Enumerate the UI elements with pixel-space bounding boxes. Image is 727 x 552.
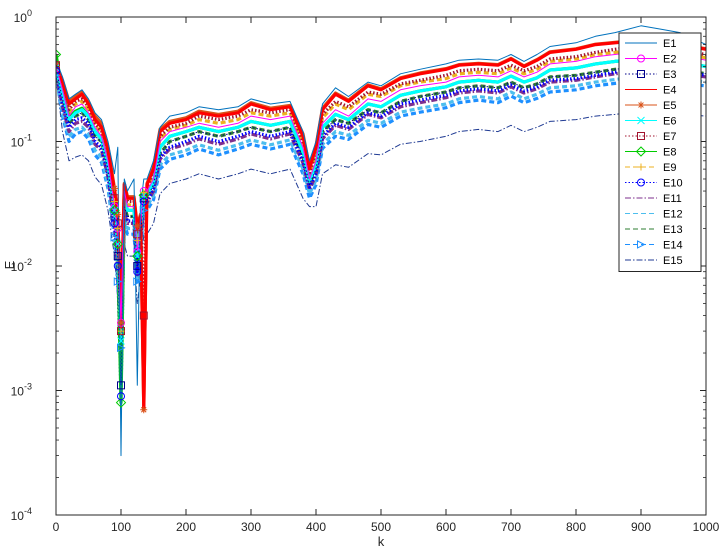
x-tick-label: 0 xyxy=(53,520,60,534)
series-line-e14 xyxy=(56,75,706,350)
marker-e6 xyxy=(117,337,125,345)
x-tick-label: 500 xyxy=(371,520,391,534)
marker-e3 xyxy=(113,252,122,261)
marker-e14 xyxy=(117,343,126,353)
x-tick-label: 200 xyxy=(176,520,196,534)
series-line-e9 xyxy=(56,47,706,333)
y-tick-label: 10-2 xyxy=(11,257,32,274)
marker-e5 xyxy=(117,319,125,327)
legend-marker-e10 xyxy=(637,178,645,187)
marker-e8 xyxy=(56,49,62,60)
marker-e2 xyxy=(133,247,142,256)
legend-entry-e1: E1 xyxy=(663,38,676,50)
legend-marker-e3 xyxy=(637,70,645,78)
legend-entry-e4: E4 xyxy=(663,85,676,97)
marker-e3 xyxy=(133,262,142,270)
marker-e10 xyxy=(56,66,60,75)
marker-e10 xyxy=(117,392,125,401)
legend-entry-e6: E6 xyxy=(663,116,676,128)
marker-e8 xyxy=(138,190,149,201)
legend-marker-e9 xyxy=(637,163,645,171)
marker-e6 xyxy=(56,64,60,72)
x-tick-label: 800 xyxy=(566,520,586,534)
legend-entry-e9: E9 xyxy=(663,162,676,174)
y-tick-label: 10-3 xyxy=(11,382,32,399)
legend-entry-e10: E10 xyxy=(663,178,683,190)
y-axis-label: E xyxy=(2,260,17,269)
marker-e3 xyxy=(117,381,125,390)
marker-e14 xyxy=(139,206,149,215)
series-line-e1 xyxy=(56,25,706,457)
marker-e10 xyxy=(110,219,119,228)
legend-entry-e3: E3 xyxy=(663,69,676,81)
legend-marker-e5 xyxy=(637,101,645,109)
marker-e5 xyxy=(114,210,122,218)
legend-marker-e2 xyxy=(637,54,645,63)
marker-e10 xyxy=(113,262,122,270)
legend-entry-e7: E7 xyxy=(663,131,676,143)
legend: E1 E2 E3 E4 E5 E6 E7 E8 E9 E10 E11 E12 E13 E14 E15 xyxy=(618,32,702,272)
legend-entry-e2: E2 xyxy=(663,54,676,66)
series-line-e2 xyxy=(56,50,706,324)
marker-e7 xyxy=(56,61,60,70)
x-tick-label: 900 xyxy=(631,520,651,534)
x-tick-label: 700 xyxy=(501,520,521,534)
legend-box xyxy=(618,32,702,272)
legend-marker-e7 xyxy=(637,132,645,140)
marker-e8 xyxy=(109,205,120,216)
series-line-e6 xyxy=(56,57,706,343)
marker-e5 xyxy=(133,222,141,230)
y-tick-label: 10-1 xyxy=(11,133,32,150)
marker-e5 xyxy=(111,184,118,192)
series-line-e15 xyxy=(56,76,706,370)
marker-e14 xyxy=(133,277,142,286)
legend-entry-e12: E12 xyxy=(663,209,683,221)
y-tick-label: 10-4 xyxy=(11,506,32,523)
marker-e5 xyxy=(140,406,148,414)
marker-e14 xyxy=(113,277,123,286)
x-tick-label: 100 xyxy=(111,520,131,534)
legend-entry-e15: E15 xyxy=(663,255,683,267)
legend-entry-e8: E8 xyxy=(663,147,676,159)
x-axis-label: k xyxy=(378,534,385,549)
marker-e9 xyxy=(140,188,148,196)
series-line-e4 xyxy=(56,38,706,412)
legend-entry-e5: E5 xyxy=(663,100,676,112)
x-tick-label: 400 xyxy=(306,520,326,534)
marker-e8 xyxy=(115,397,127,408)
marker-e8 xyxy=(132,250,143,262)
marker-e9 xyxy=(111,197,118,205)
series-line-e11 xyxy=(56,69,706,383)
x-tick-label: 1000 xyxy=(693,520,720,534)
legend-entry-e13: E13 xyxy=(663,224,683,236)
marker-e9 xyxy=(114,225,122,233)
series-line-e12 xyxy=(56,73,706,355)
legend-marker-e14 xyxy=(637,240,646,249)
x-tick-label: 600 xyxy=(436,520,456,534)
marker-e9 xyxy=(133,237,141,245)
legend-entry-e14: E14 xyxy=(663,240,683,252)
marker-e14 xyxy=(110,233,120,242)
marker-e10 xyxy=(139,197,148,206)
marker-e10 xyxy=(133,267,142,276)
y-tick-label: 100 xyxy=(14,8,32,25)
x-tick-label: 300 xyxy=(241,520,261,534)
marker-e9 xyxy=(117,327,125,335)
legend-marker-e6 xyxy=(637,116,645,125)
plot-area xyxy=(56,25,706,457)
marker-e8 xyxy=(112,238,123,250)
legend-entry-e11: E11 xyxy=(663,193,682,205)
marker-e7 xyxy=(139,311,148,320)
legend-marker-e8 xyxy=(635,146,647,157)
axes: 0 100 200 300 400 500 600 700 800 900 1000 10-4 10-3… xyxy=(11,8,720,534)
